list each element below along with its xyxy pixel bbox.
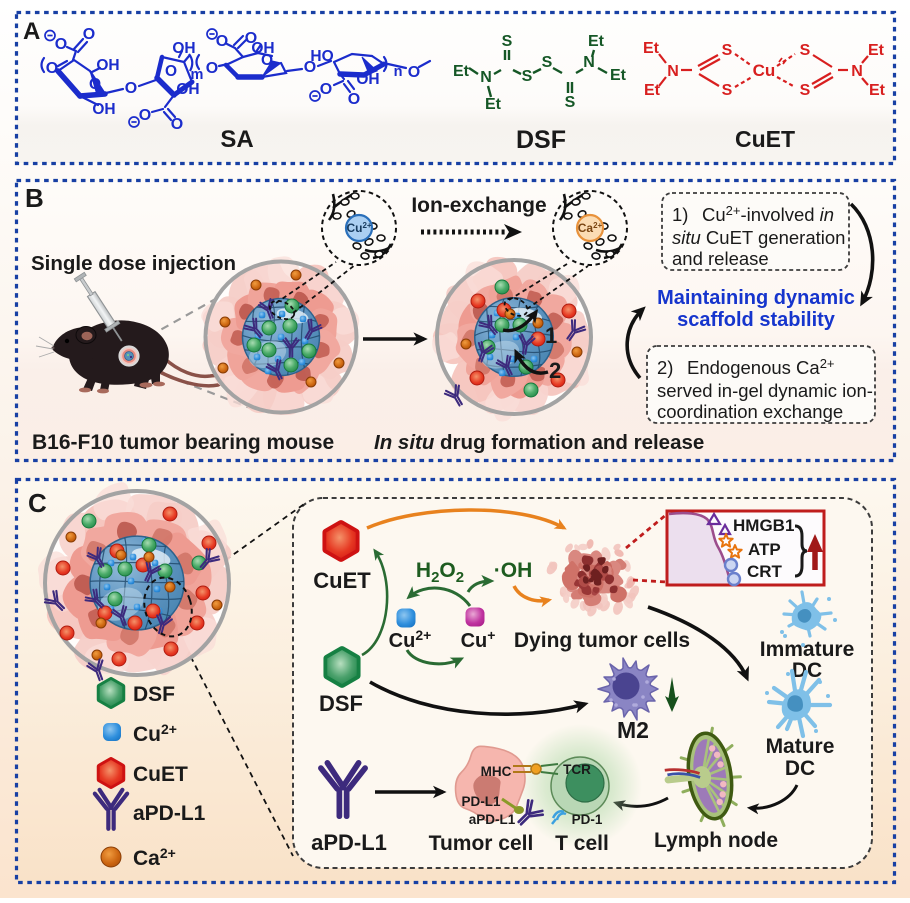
svg-text:O: O (46, 60, 58, 77)
svg-text:N: N (667, 63, 679, 80)
svg-text:N: N (480, 69, 492, 86)
svg-text:O: O (83, 26, 95, 43)
svg-text:2): 2) (657, 357, 673, 378)
svg-text:O: O (348, 91, 360, 108)
svg-text:B: B (25, 183, 44, 213)
svg-text:T cell: T cell (555, 832, 609, 855)
svg-text:Et: Et (453, 63, 470, 80)
svg-text:OH: OH (356, 71, 379, 88)
svg-text:CRT: CRT (747, 562, 783, 581)
svg-text:Et: Et (868, 42, 885, 59)
svg-text:m: m (191, 67, 204, 83)
svg-text:MHC: MHC (481, 764, 512, 779)
svg-text:HMGB1: HMGB1 (733, 516, 794, 535)
svg-text:OH: OH (172, 40, 195, 57)
svg-text:aPD-L1: aPD-L1 (311, 830, 387, 855)
svg-text:aPD-L1: aPD-L1 (133, 802, 206, 825)
svg-text:S: S (722, 42, 733, 59)
svg-text:A: A (23, 18, 40, 45)
svg-text:DC: DC (785, 757, 815, 780)
svg-text:O: O (408, 64, 420, 81)
svg-text:n: n (394, 64, 403, 80)
svg-text:O: O (139, 107, 151, 124)
svg-text:O: O (261, 52, 273, 69)
svg-text:Ion-exchange: Ion-exchange (411, 194, 546, 217)
svg-text:S: S (542, 54, 553, 71)
svg-text:S: S (565, 94, 576, 111)
svg-text:O: O (165, 63, 177, 80)
svg-text:served in-gel dynamic ion-: served in-gel dynamic ion- (657, 380, 873, 401)
svg-text:N: N (851, 63, 863, 80)
svg-text:N: N (583, 54, 595, 71)
svg-text:DSF: DSF (319, 691, 363, 716)
svg-text:Immature: Immature (760, 638, 855, 661)
svg-text:M2: M2 (617, 717, 649, 743)
svg-text:CuET: CuET (313, 568, 371, 593)
svg-text:PD-1: PD-1 (572, 812, 603, 827)
svg-text:O: O (320, 81, 332, 98)
svg-text:O: O (206, 60, 218, 77)
svg-text:OH: OH (176, 81, 199, 98)
svg-text:Dying tumor cells: Dying tumor cells (514, 629, 690, 652)
svg-text:S: S (800, 42, 811, 59)
svg-text:O: O (55, 36, 67, 53)
svg-text:ATP: ATP (748, 540, 781, 559)
svg-text:Maintaining dynamic: Maintaining dynamic (657, 287, 855, 309)
svg-text:B16-F10 tumor bearing mouse: B16-F10 tumor bearing mouse (32, 431, 334, 454)
svg-text:S: S (502, 33, 513, 50)
svg-text:coordination exchange: coordination exchange (657, 401, 843, 422)
svg-text:PD-L1: PD-L1 (461, 794, 500, 809)
svg-text:OH: OH (251, 40, 274, 57)
svg-text:Et: Et (485, 96, 502, 113)
svg-text:SA: SA (220, 126, 253, 153)
svg-text:2: 2 (549, 358, 561, 383)
svg-text:Lymph node: Lymph node (654, 829, 778, 852)
svg-text:Cu: Cu (753, 61, 776, 80)
svg-text:OH: OH (96, 57, 119, 74)
svg-text:aPD-L1: aPD-L1 (469, 812, 516, 827)
svg-text:CuET: CuET (735, 126, 795, 152)
svg-text:Et: Et (869, 82, 886, 99)
svg-text:O: O (89, 76, 101, 93)
svg-text:In situ: In situ (374, 431, 435, 454)
svg-text:OH: OH (92, 101, 115, 118)
svg-text:O: O (216, 33, 228, 50)
svg-text:HO: HO (310, 48, 333, 65)
svg-text:Et: Et (610, 67, 627, 84)
svg-text:situ CuET generation: situ CuET generation (672, 227, 845, 248)
svg-text:S: S (722, 82, 733, 99)
svg-text:Tumor cell: Tumor cell (429, 832, 534, 855)
svg-text:TCR: TCR (563, 762, 591, 777)
svg-text:Et: Et (643, 40, 660, 57)
svg-text:Single dose injection: Single dose injection (31, 252, 236, 275)
svg-text:Endogenous Ca2+: Endogenous Ca2+ (687, 356, 835, 378)
svg-text:Et: Et (588, 33, 605, 50)
svg-text:1: 1 (545, 323, 557, 348)
svg-text:1): 1) (672, 204, 688, 225)
svg-text:S: S (522, 68, 533, 85)
svg-text:drug formation and release: drug formation and release (440, 431, 704, 454)
svg-text:O: O (304, 59, 316, 76)
svg-text:DSF: DSF (516, 126, 566, 154)
svg-text:scaffold stability: scaffold stability (677, 309, 836, 331)
svg-text:CuET: CuET (133, 763, 188, 786)
svg-text:O: O (245, 30, 257, 47)
svg-text:·OH: ·OH (494, 559, 533, 582)
svg-text:and release: and release (672, 248, 769, 269)
svg-text:Et: Et (644, 82, 661, 99)
svg-text:Cu2+-involved in: Cu2+-involved in (702, 203, 834, 225)
svg-text:S: S (800, 82, 811, 99)
svg-text:O: O (171, 116, 183, 133)
svg-text:Mature: Mature (766, 735, 835, 758)
svg-text:O: O (125, 80, 137, 97)
svg-text:C: C (28, 488, 47, 518)
svg-text:DSF: DSF (133, 683, 175, 706)
